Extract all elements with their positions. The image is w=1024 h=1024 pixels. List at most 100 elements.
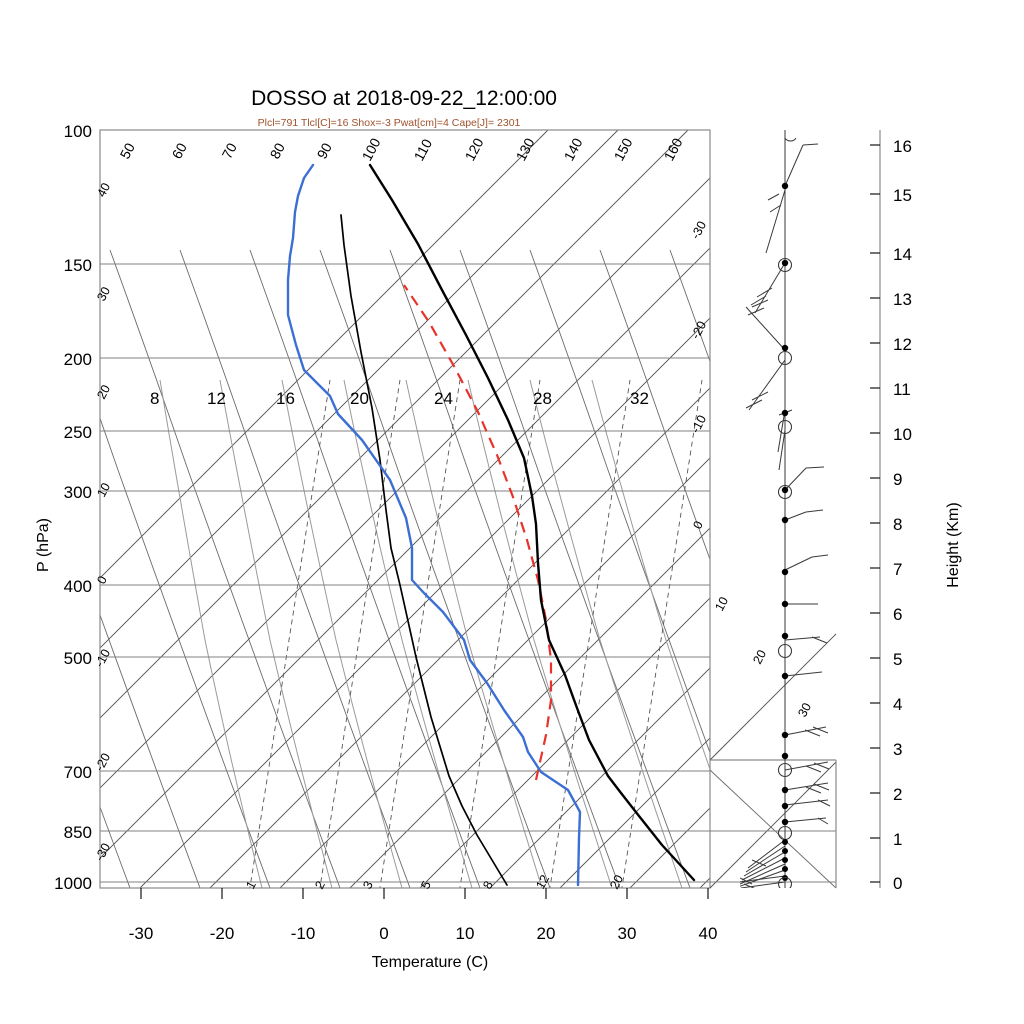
height-tick-label: 4 — [893, 695, 902, 714]
wind-barb — [784, 671, 823, 677]
height-tick-label: 5 — [893, 650, 902, 669]
wind-level-circle — [777, 876, 793, 888]
wind-level-dot — [781, 802, 789, 810]
wind-barb — [784, 726, 829, 737]
parcel-path-curve — [403, 284, 553, 781]
wind-level-dot — [781, 818, 789, 826]
height-tick-label: 6 — [893, 605, 902, 624]
pressure-tick-label: 850 — [64, 823, 92, 842]
pressure-axis: 100 150 200 250 300 400 500 700 850 1000… — [35, 122, 92, 893]
lower-right-extension-grid — [709, 633, 837, 889]
temp-tick-label: -10 — [291, 924, 316, 943]
isotherm-right-label: 20 — [750, 648, 769, 667]
dry-adiabat-label: 80 — [267, 140, 289, 161]
isotherm-left-label: 30 — [94, 285, 113, 304]
height-tick-label: 10 — [893, 425, 912, 444]
wind-level-dot — [781, 731, 789, 739]
wind-barb — [743, 851, 786, 877]
wind-level-circle — [777, 762, 793, 778]
wind-level-dot — [781, 344, 789, 352]
pressure-tick-label: 200 — [64, 350, 92, 369]
plot-frame — [99, 129, 711, 889]
pressure-axis-title: P (hPa) — [35, 518, 52, 572]
wind-barb — [745, 299, 786, 351]
wind-level-dot — [782, 857, 788, 863]
pressure-tick-label: 300 — [64, 483, 92, 502]
height-tick-label: 1 — [893, 830, 902, 849]
isotherm-left-label: 20 — [94, 383, 113, 402]
wind-barb — [741, 857, 786, 881]
moist-adiabat-label: 32 — [630, 389, 649, 408]
isotherm-left-label: 40 — [94, 181, 113, 200]
wind-level-dot — [781, 600, 789, 608]
pressure-tick-label: 150 — [64, 256, 92, 275]
height-tick-label: 2 — [893, 785, 902, 804]
isotherm-right-label: 10 — [712, 595, 731, 614]
pressure-tick-label: 100 — [64, 122, 92, 141]
isobar-lines — [100, 130, 710, 883]
dry-adiabat-label: 50 — [117, 140, 139, 161]
pressure-tick-label: 500 — [64, 649, 92, 668]
page-title: DOSSO at 2018-09-22_12:00:00 — [251, 87, 557, 110]
moist-adiabat-label: 16 — [276, 389, 295, 408]
wind-level-dot — [781, 568, 789, 576]
wind-barb — [784, 137, 797, 142]
wind-level-dot — [781, 259, 789, 267]
moist-adiabat-label: 28 — [533, 389, 552, 408]
moist-adiabat-lines — [159, 379, 710, 888]
height-tick-label: 15 — [893, 186, 912, 205]
wind-level-circle — [777, 484, 793, 500]
isotherm-left-label: 10 — [94, 481, 113, 500]
sounding-indices-subtitle: Plcl=791 Tlcl[C]=16 Shox=-3 Pwat[cm]=4 C… — [258, 117, 521, 129]
wind-level-dot — [781, 486, 789, 494]
dry-adiabat-label: 60 — [169, 140, 191, 161]
mixing-ratio-lines — [249, 379, 703, 888]
wind-level-dot — [781, 752, 789, 760]
wind-level-dot — [781, 182, 789, 190]
temp-tick-label: -20 — [210, 924, 235, 943]
wind-level-circle — [777, 350, 793, 366]
temp-tick-label: -30 — [129, 924, 154, 943]
dry-adiabat-label: 90 — [314, 140, 336, 161]
height-axis: 0 1 2 3 4 5 6 7 8 9 10 11 12 13 14 15 16… — [870, 130, 962, 893]
height-tick-label: 14 — [893, 245, 912, 264]
temp-tick-label: 20 — [537, 924, 556, 943]
wind-level-dot — [781, 786, 789, 794]
wind-barb — [740, 881, 786, 888]
pressure-tick-label: 1000 — [54, 874, 92, 893]
wind-barb — [784, 143, 819, 187]
wind-barb-column — [740, 130, 831, 888]
wind-barb — [784, 817, 829, 825]
dewpoint-curve — [286, 163, 582, 887]
temp-tick-label: 0 — [379, 924, 388, 943]
wind-barb — [784, 554, 829, 571]
wind-barb — [745, 845, 786, 873]
pressure-tick-label: 700 — [64, 763, 92, 782]
pressure-tick-label: 400 — [64, 577, 92, 596]
temperature-axis: -30 -20 -10 0 10 20 30 40 Temperature (C… — [129, 888, 717, 971]
wind-level-dot — [782, 866, 788, 872]
wind-barb — [740, 875, 786, 885]
pressure-tick-label: 250 — [64, 423, 92, 442]
height-tick-label: 11 — [893, 380, 911, 399]
wind-barb — [740, 869, 786, 887]
wind-barb — [784, 782, 830, 794]
moist-adiabat-label: 12 — [207, 389, 226, 408]
wind-level-dot — [781, 409, 789, 417]
sounding-curves — [286, 163, 696, 887]
moist-adiabat-label: 24 — [434, 389, 453, 408]
mixing-ratio-label: 12 — [533, 873, 552, 892]
wind-barb — [784, 509, 824, 521]
height-tick-label: 9 — [893, 470, 902, 489]
wind-barb — [750, 262, 786, 314]
moist-adiabat-labels: 8 12 16 20 24 28 32 — [150, 389, 649, 408]
wind-barb — [784, 636, 828, 644]
wind-level-dot — [782, 839, 788, 845]
height-tick-label: 3 — [893, 740, 902, 759]
moist-adiabat-label: 8 — [150, 389, 159, 408]
isotherm-lines — [100, 130, 710, 888]
temp-tick-label: 10 — [456, 924, 475, 943]
